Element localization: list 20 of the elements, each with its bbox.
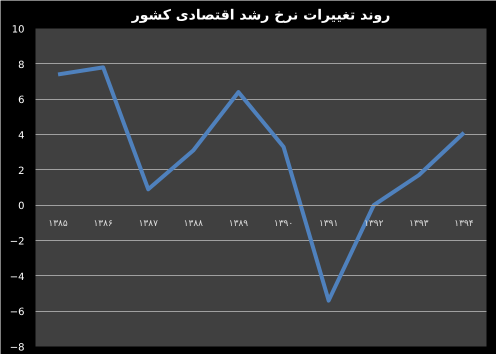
x-tick-label: ۱۳۸۶ xyxy=(93,219,113,230)
x-tick-label: ۱۳۸۷ xyxy=(138,219,158,230)
x-tick-label: ۱۳۹۴ xyxy=(454,219,474,230)
y-tick-label: 4 xyxy=(18,130,25,142)
y-tick-label: −2 xyxy=(10,236,25,248)
y-tick-label: −8 xyxy=(10,342,25,354)
y-tick-label: 0 xyxy=(18,201,25,212)
x-tick-label: ۱۳۸۵ xyxy=(48,219,68,230)
y-tick-label: −4 xyxy=(10,272,25,283)
x-tick-label: ۱۳۸۹ xyxy=(228,219,248,230)
x-tick-label: ۱۳۹۰ xyxy=(274,219,294,230)
y-tick-label: 8 xyxy=(18,60,25,71)
x-tick-label: ۱۳۹۱ xyxy=(318,219,338,230)
y-tick-label: 6 xyxy=(18,95,25,106)
y-tick-label: 2 xyxy=(18,166,25,177)
chart-title: روند تغییرات نرخ رشد اقتصادی کشور xyxy=(130,8,390,24)
y-tick-label: 10 xyxy=(12,24,25,36)
x-tick-label: ۱۳۸۸ xyxy=(184,219,204,230)
y-tick-label: −6 xyxy=(10,307,25,318)
x-tick-label: ۱۳۹۳ xyxy=(409,219,429,230)
